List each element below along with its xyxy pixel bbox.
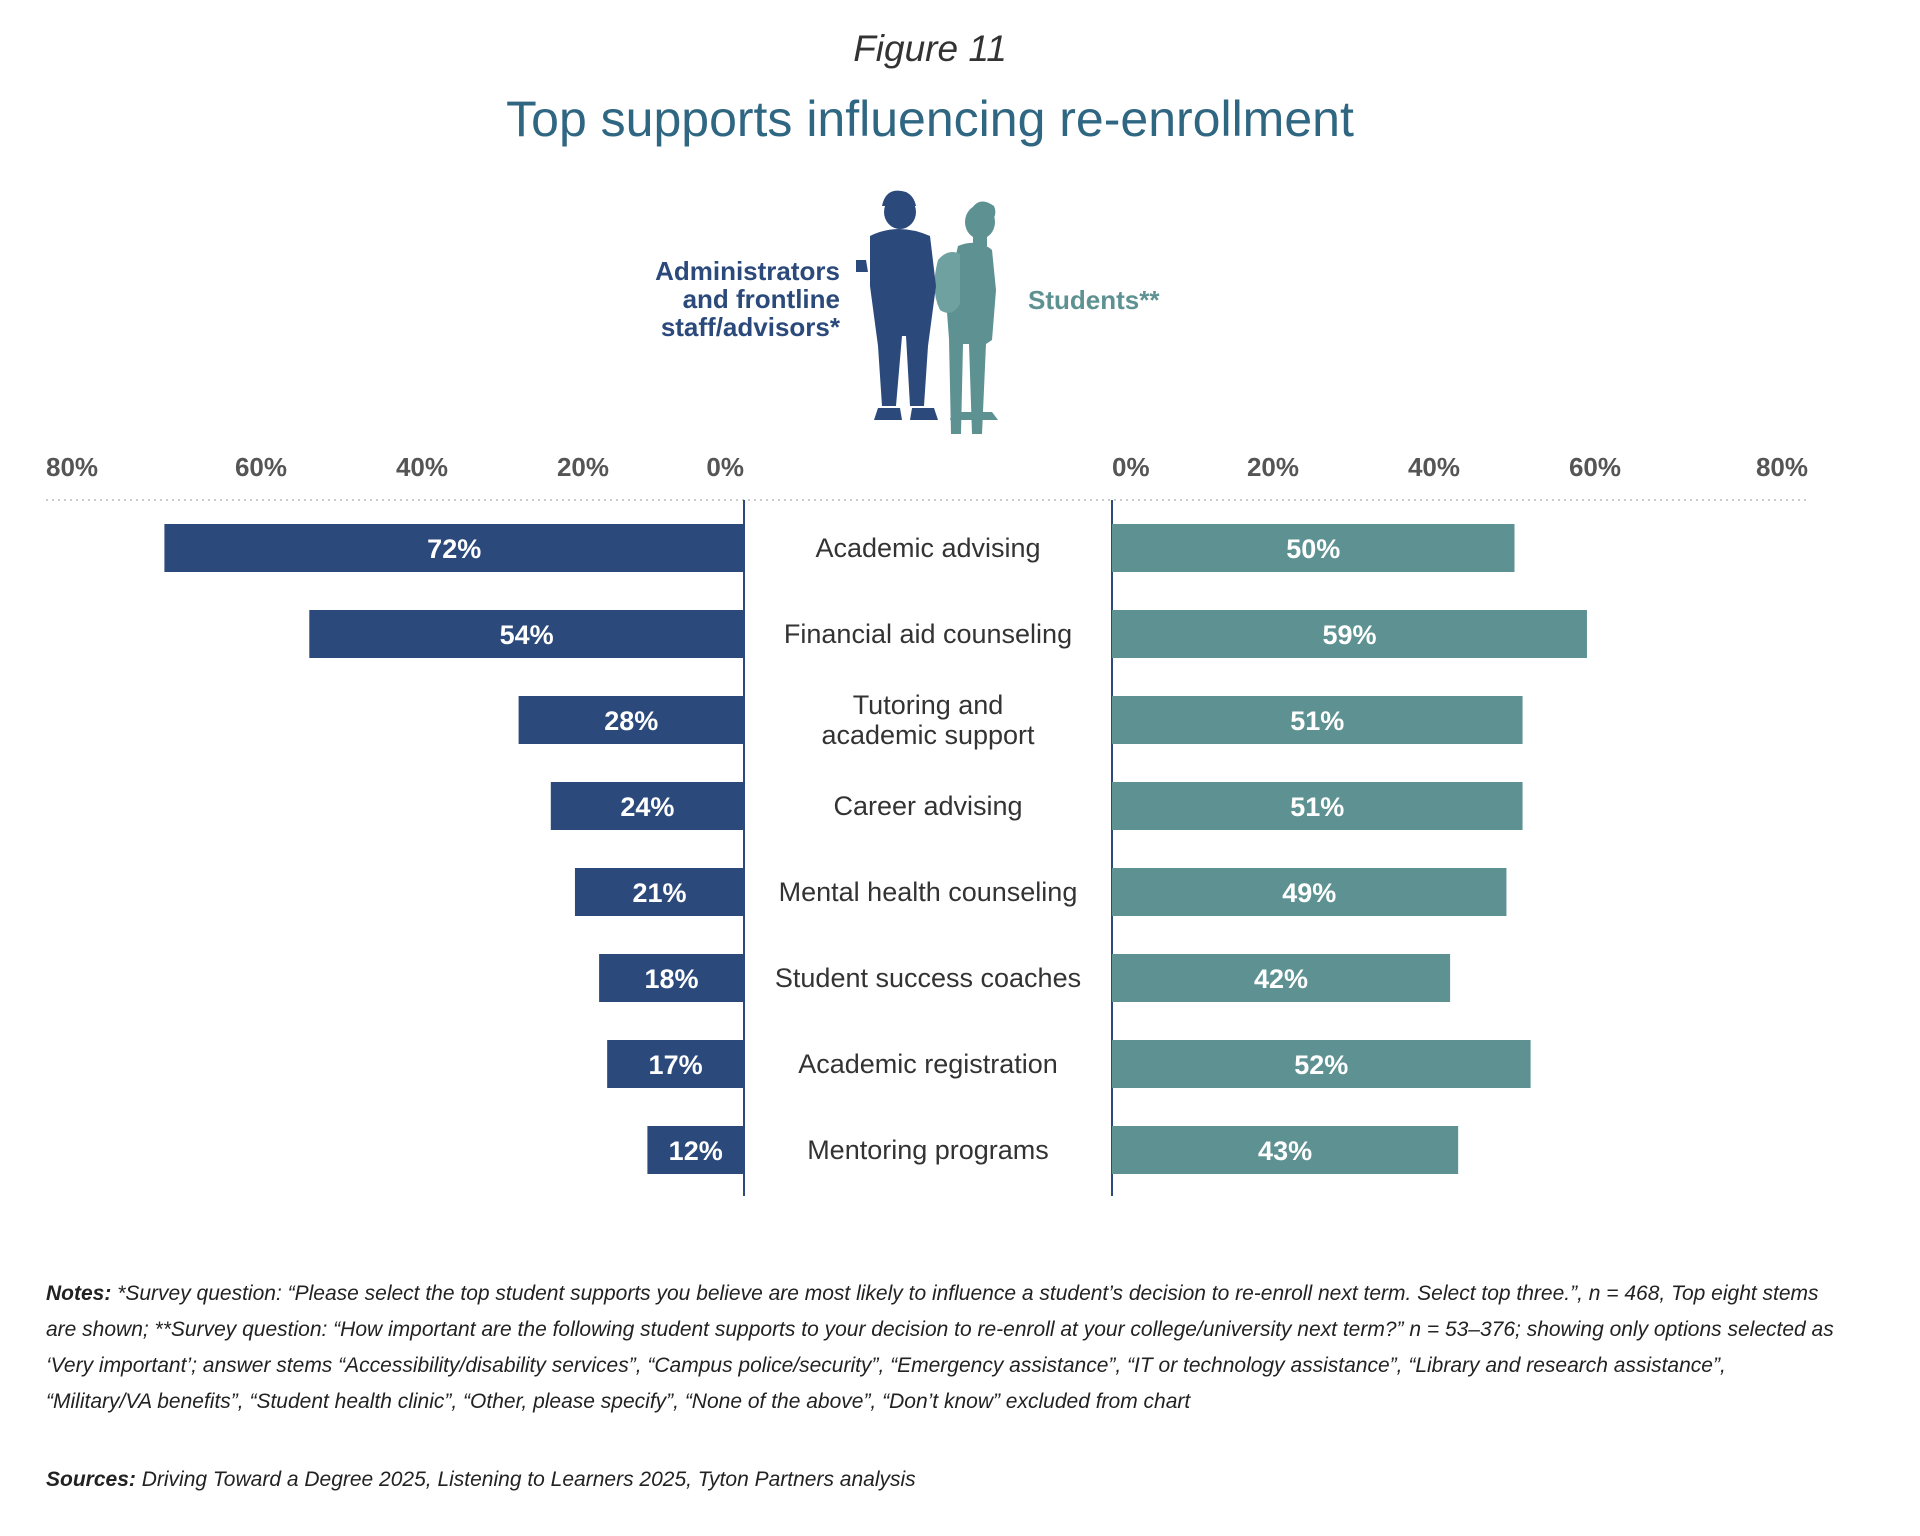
category-label: Career advising (833, 791, 1022, 821)
admin-bar (574, 868, 744, 916)
admin-bar (647, 1126, 744, 1174)
students-bar-label: 51% (1290, 706, 1344, 736)
left-tick-label: 20% (557, 452, 609, 482)
students-bar-label: 43% (1258, 1136, 1312, 1166)
chart-title: Top supports influencing re-enrollment (506, 91, 1354, 147)
admin-bar (607, 1040, 744, 1088)
right-tick-label: 20% (1247, 452, 1299, 482)
admin-bar (599, 954, 744, 1002)
students-bar-label: 51% (1290, 792, 1344, 822)
admin-bar-label: 54% (500, 620, 554, 650)
administrator-silhouette-icon (856, 190, 938, 420)
left-tick-label: 40% (396, 452, 448, 482)
students-bar (1112, 524, 1515, 572)
students-bar (1112, 868, 1507, 916)
category-label: Financial aid counseling (784, 619, 1072, 649)
admin-bar (309, 610, 744, 658)
students-bar-label: 59% (1322, 620, 1376, 650)
category-label: academic support (821, 720, 1035, 750)
students-bar-label: 49% (1282, 878, 1336, 908)
sources: Sources: Driving Toward a Degree 2025, L… (46, 1468, 1836, 1492)
admin-bar-label: 21% (632, 878, 686, 908)
legend-students: Students** (1028, 285, 1160, 315)
students-bar-label: 52% (1294, 1050, 1348, 1080)
admin-bar-label: 17% (649, 1050, 703, 1080)
legend-admin-line: and frontline (682, 284, 840, 314)
category-label: Mental health counseling (779, 877, 1078, 907)
students-bar (1112, 782, 1523, 830)
notes-label: Notes: (46, 1282, 112, 1305)
students-bar (1112, 696, 1523, 744)
left-tick-label: 60% (235, 452, 287, 482)
right-tick-label: 0% (1112, 452, 1150, 482)
notes: Notes: *Survey question: “Please select … (46, 1276, 1836, 1420)
sources-text: Driving Toward a Degree 2025, Listening … (141, 1468, 916, 1491)
students-silhouette-icon (934, 201, 998, 434)
admin-bar (518, 696, 744, 744)
right-tick-label: 80% (1756, 452, 1808, 482)
admin-bar-label: 24% (620, 792, 674, 822)
category-label: Mentoring programs (807, 1135, 1049, 1165)
legend-admin: Administrators and frontline staff/advis… (580, 257, 840, 341)
left-tick-label: 0% (706, 452, 744, 482)
sources-label: Sources: (46, 1468, 136, 1491)
students-bar (1112, 1040, 1531, 1088)
legend-admin-line: Administrators (655, 256, 840, 286)
students-bar-label: 50% (1286, 534, 1340, 564)
right-tick-label: 40% (1408, 452, 1460, 482)
admin-bar-label: 12% (669, 1136, 723, 1166)
admin-bar (550, 782, 744, 830)
admin-bar-label: 72% (427, 534, 481, 564)
axis-ticks: 80% 60% 40% 20% 0% 0% 20% 40% 60% 80% (46, 452, 1808, 482)
right-tick-label: 60% (1569, 452, 1621, 482)
left-tick-label: 80% (46, 452, 98, 482)
admin-bar-label: 18% (645, 964, 699, 994)
category-label: Academic registration (798, 1049, 1058, 1079)
figure-label: Figure 11 (853, 28, 1007, 69)
students-bar-label: 42% (1254, 964, 1308, 994)
students-bar (1112, 610, 1587, 658)
notes-text: *Survey question: “Please select the top… (46, 1282, 1834, 1413)
legend-admin-line: staff/advisors* (660, 312, 840, 342)
students-bar (1112, 954, 1451, 1002)
admin-bar-label: 28% (604, 706, 658, 736)
admin-bar (164, 524, 744, 572)
bars: 72% 50% Academic advising 54% 59% Financial a… (164, 524, 1587, 1174)
students-bar (1112, 1126, 1459, 1174)
category-label: Tutoring and (853, 690, 1004, 720)
category-label: Student success coaches (775, 963, 1081, 993)
category-label: Academic advising (815, 533, 1040, 563)
